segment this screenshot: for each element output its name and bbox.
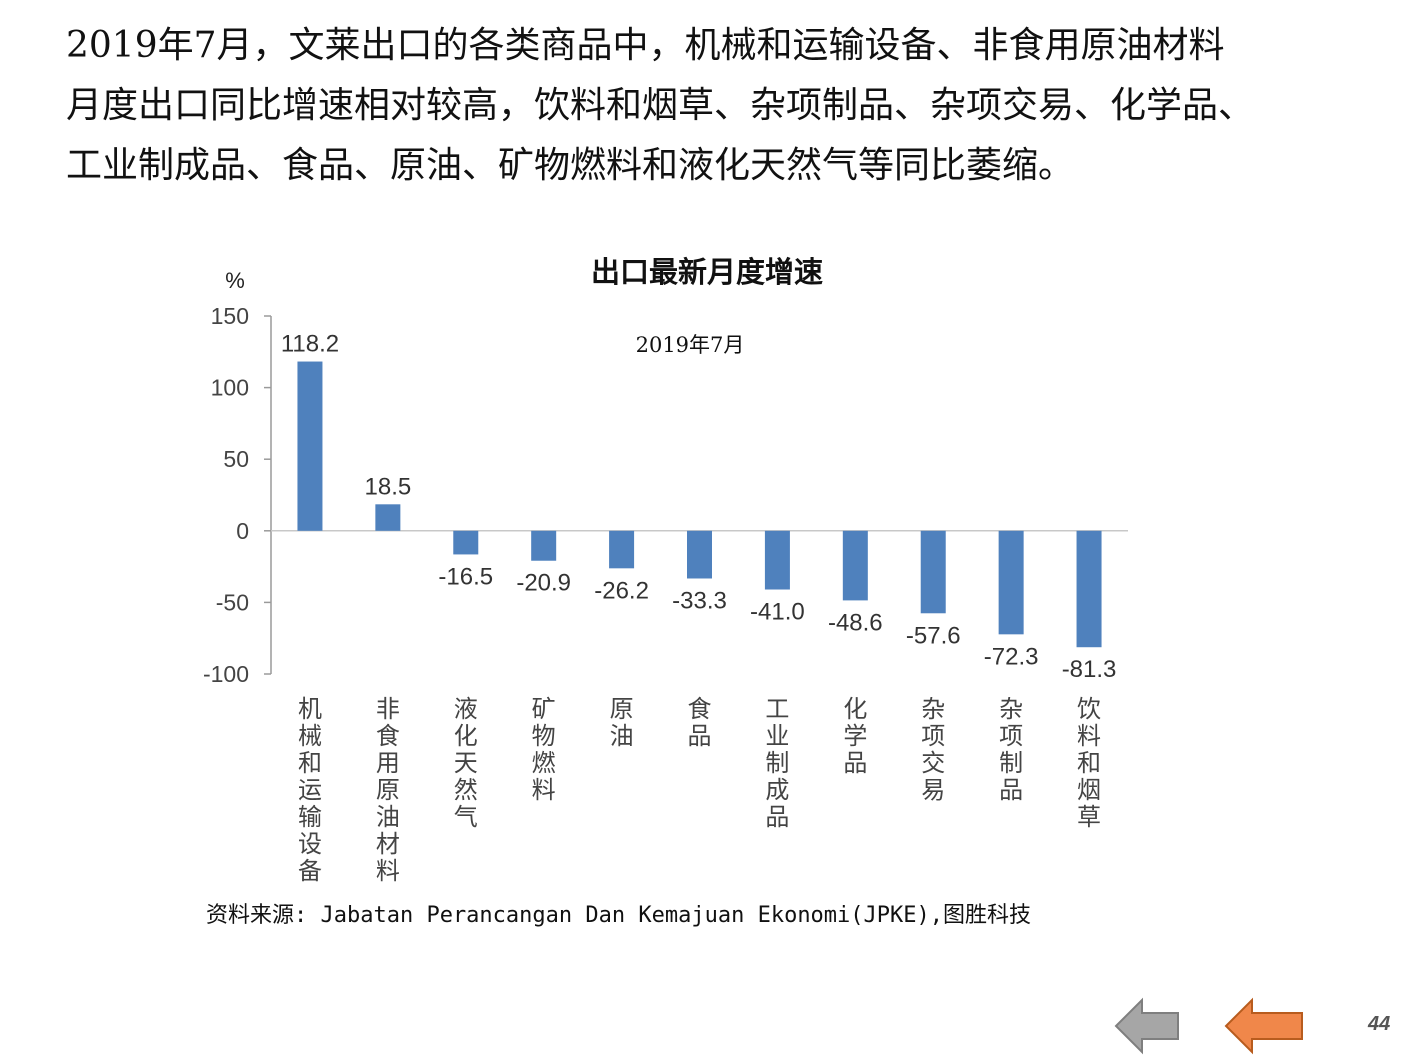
chart-bars: [297, 361, 1102, 648]
bar: [687, 530, 712, 579]
chart-data-labels: 118.218.5-16.5 -20.9 -26.2 -33.3 -41.0 -48.6-…: [281, 331, 1117, 684]
category-label-char: 用: [376, 750, 400, 777]
category-label-char: 品: [765, 804, 789, 831]
category-label-char: 和: [298, 750, 322, 777]
category-label-char: 机: [298, 696, 322, 723]
category-label-char: 品: [843, 750, 867, 777]
data-label: -48.6: [828, 609, 883, 636]
intro-line-3: 工业制成品、食品、原油、矿物燃料和液化天然气等同比萎缩。: [66, 145, 1075, 186]
category-label-char: 项: [921, 723, 945, 750]
intro-paragraph: 2019年7月，文莱出口的各类商品中，机械和运输设备、非食用原油材料 月度出口同…: [66, 16, 1386, 196]
category-label-char: 化: [843, 696, 867, 723]
y-tick-label: 100: [211, 375, 249, 401]
data-label: -57.6: [906, 622, 961, 649]
bar: [920, 530, 946, 614]
back-arrow-icon: [1114, 997, 1179, 1055]
chart-category-labels: 机械和运输设备非食用原油材料液化天然气矿物燃料原油食品工业制成品化学品杂项交易杂…: [298, 696, 1101, 885]
bar: [375, 504, 401, 531]
category-label-char: 备: [298, 858, 322, 885]
chart-subtitle: 2019年7月: [636, 333, 745, 357]
category-label-char: 食: [688, 696, 712, 723]
y-axis-unit: %: [225, 268, 245, 293]
intro-line-1: 2019年7月，文莱出口的各类商品中，机械和运输设备、非食用原油材料: [66, 25, 1225, 66]
category-label-char: 材: [376, 831, 400, 858]
category-label-char: 原: [376, 777, 400, 804]
y-tick-label: 50: [223, 446, 249, 472]
category-label-char: 然: [454, 777, 478, 804]
chart-axes: 150 100 50 0 -50 -100: [203, 303, 1128, 687]
category-label-char: 成: [765, 777, 789, 804]
category-label-char: 交: [921, 750, 945, 777]
category-label-char: 设: [298, 831, 322, 858]
category-label-char: 烟: [1077, 777, 1101, 804]
category-label-char: 饮: [1077, 696, 1101, 723]
y-tick-label: -50: [216, 589, 249, 615]
category-label-char: 品: [999, 777, 1023, 804]
bar: [764, 530, 790, 590]
category-label-char: 草: [1077, 804, 1101, 831]
category-label-char: 料: [532, 777, 556, 804]
chart-title: 出口最新月度增速: [591, 256, 823, 289]
back-arrow-button[interactable]: [1112, 996, 1184, 1056]
category-label-char: 制: [999, 750, 1023, 777]
bar: [531, 530, 557, 561]
category-label-char: 和: [1077, 750, 1101, 777]
source-note: 资料来源: Jabatan Perancangan Dan Kemajuan E…: [206, 903, 1032, 928]
category-label-char: 物: [532, 723, 556, 750]
data-label: -81.3: [1062, 656, 1117, 683]
category-label-char: 易: [921, 777, 945, 804]
bar: [297, 361, 323, 531]
bar: [998, 530, 1024, 635]
category-label-char: 运: [298, 777, 322, 804]
export-growth-chart: 出口最新月度增速 2019年7月 % 150 100 50 0 -50 -100 118.…: [203, 256, 1128, 885]
category-label-char: 学: [843, 723, 867, 750]
y-tick-label: 150: [211, 303, 249, 329]
category-label-char: 油: [376, 804, 400, 831]
data-label: -20.9: [516, 570, 571, 597]
category-label-char: 燃: [532, 750, 556, 777]
category-label-char: 食: [376, 723, 400, 750]
data-label: 18.5: [365, 473, 412, 500]
category-label-char: 械: [298, 723, 322, 750]
category-label-char: 气: [454, 804, 478, 831]
bar: [609, 530, 635, 569]
category-label-char: 项: [999, 723, 1023, 750]
page-number: 44: [1368, 1013, 1391, 1035]
category-label-char: 品: [688, 723, 712, 750]
category-label-char: 天: [454, 750, 478, 777]
category-label-char: 化: [454, 723, 478, 750]
y-tick-label: -100: [203, 661, 249, 687]
intro-line-2: 月度出口同比增速相对较高，饮料和烟草、杂项制品、杂项交易、化学品、: [66, 85, 1255, 126]
category-label-char: 工: [765, 696, 789, 723]
category-label-char: 油: [610, 723, 634, 750]
bar: [1076, 530, 1102, 648]
category-label-char: 输: [298, 804, 322, 831]
category-label-char: 液: [454, 696, 478, 723]
data-label: -26.2: [594, 577, 649, 604]
category-label-char: 制: [765, 750, 789, 777]
data-label: -72.3: [984, 643, 1039, 670]
category-label-char: 料: [1077, 723, 1101, 750]
category-label-char: 矿: [532, 696, 556, 723]
category-label-char: 杂: [921, 696, 945, 723]
data-label: 118.2: [281, 331, 339, 358]
category-label-char: 料: [376, 858, 400, 885]
bar: [842, 530, 868, 601]
category-label-char: 杂: [999, 696, 1023, 723]
forward-arrow-icon: [1224, 997, 1303, 1055]
y-tick-label: 0: [236, 518, 249, 544]
data-label: -16.5: [438, 563, 493, 590]
category-label-char: 非: [376, 696, 400, 723]
forward-arrow-button[interactable]: [1222, 996, 1306, 1056]
data-label: -33.3: [672, 587, 727, 614]
data-label: -41.0: [750, 599, 805, 626]
category-label-char: 业: [765, 723, 789, 750]
category-label-char: 原: [610, 696, 634, 723]
bar: [453, 530, 479, 555]
